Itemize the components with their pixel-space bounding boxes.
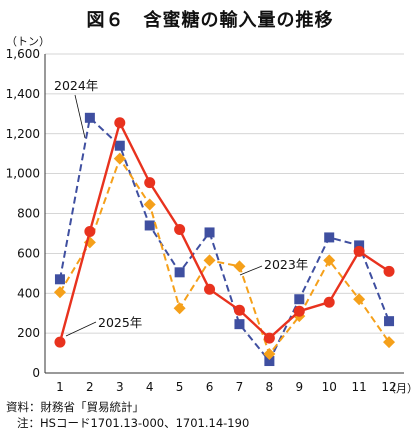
data-point-diamond (53, 286, 66, 299)
y-tick-label: 600 (17, 246, 40, 260)
axes (44, 54, 404, 374)
y-tick-label: 200 (17, 326, 40, 340)
data-point-square (384, 316, 395, 327)
x-tick-label: 5 (176, 380, 184, 394)
data-point-square (354, 240, 365, 251)
y-tick-label: 400 (17, 286, 40, 300)
y-tick-label: 800 (17, 207, 40, 221)
data-point-diamond (323, 254, 336, 267)
data-point-circle (144, 177, 156, 189)
x-tick-label: 8 (266, 380, 274, 394)
x-tick-label: 12 (381, 380, 396, 394)
series-group (53, 112, 396, 367)
grid-lines (45, 53, 404, 334)
y-tick-label: 1,400 (6, 87, 40, 101)
x-tick-label: 3 (116, 380, 124, 394)
series-label-2024: 2024年 (54, 78, 98, 93)
data-point-square (294, 294, 305, 305)
y-tick-label: 1,200 (6, 127, 40, 141)
data-point-square (324, 232, 335, 243)
data-point-circle (84, 225, 96, 237)
data-point-square (174, 267, 185, 278)
series-line (58, 121, 390, 343)
y-tick-labels: 0 200 400 600 800 1,000 1,200 1,400 1,600 (6, 47, 40, 380)
source-note: 資料：財務省「貿易統計」 (6, 400, 144, 414)
data-point-circle (383, 265, 395, 277)
x-tick-label: 10 (322, 380, 337, 394)
data-point-circle (323, 296, 335, 308)
series-label-2023: 2023年 (264, 257, 308, 272)
chart-title: 図６ 含蜜糖の輸入量の推移 (86, 10, 334, 31)
series-label-2025: 2025年 (98, 315, 142, 330)
data-point-square (54, 274, 65, 285)
data-point-square (84, 112, 95, 123)
y-tick-label: 1,600 (6, 47, 40, 61)
data-point-square (144, 220, 155, 231)
data-point-square (114, 140, 125, 151)
data-point-diamond (143, 198, 156, 211)
x-tick-label: 11 (351, 380, 366, 394)
series-2025 (54, 117, 395, 348)
data-point-diamond (353, 293, 366, 306)
y-axis-unit: （トン） (6, 35, 50, 48)
data-point-circle (263, 332, 275, 344)
x-tick-labels: 1 2 3 4 5 6 7 8 9 10 11 12 (56, 380, 397, 394)
data-point-square (234, 319, 245, 330)
data-point-diamond (233, 260, 246, 273)
series-label-2025-leader (65, 321, 97, 337)
x-axis-unit: （月） (385, 382, 418, 395)
x-tick-label: 6 (206, 380, 214, 394)
data-point-diamond (263, 348, 276, 361)
series-label-2024-leader (74, 94, 86, 139)
data-point-circle (114, 117, 126, 129)
data-point-diamond (113, 152, 126, 165)
data-point-circle (353, 245, 365, 257)
data-point-circle (54, 336, 66, 348)
hs-code-note: 注：HSコード1701.13-000、1701.14-190 (17, 416, 250, 430)
data-point-square (264, 356, 275, 367)
x-tick-label: 1 (56, 380, 64, 394)
x-tick-label: 4 (146, 380, 154, 394)
data-point-circle (293, 305, 305, 317)
x-tick-label: 2 (86, 380, 94, 394)
data-point-circle (174, 223, 186, 235)
x-tick-label: 9 (295, 380, 303, 394)
data-point-diamond (173, 302, 186, 315)
data-point-diamond (383, 336, 396, 349)
y-tick-label: 1,000 (6, 167, 40, 181)
x-tick-label: 7 (236, 380, 244, 394)
data-point-circle (233, 304, 245, 316)
data-point-circle (204, 283, 216, 295)
data-point-square (204, 227, 215, 238)
y-tick-label: 0 (32, 366, 40, 380)
series-label-2023-leader (239, 265, 263, 276)
data-point-diamond (203, 254, 216, 267)
series-line (59, 157, 390, 356)
